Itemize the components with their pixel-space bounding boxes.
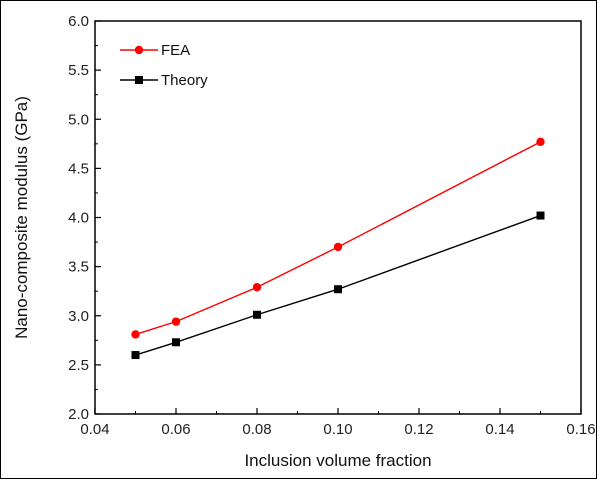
y-tick-label: 5.0	[68, 111, 89, 128]
data-point-fea	[131, 330, 140, 339]
data-point-fea	[252, 283, 262, 292]
y-tick-label: 4.5	[68, 160, 89, 177]
x-axis: 0.04 0.06 0.08 0.10 0.12 0.14 0.16	[80, 408, 596, 438]
x-tick-label: 0.10	[323, 421, 352, 438]
y-tick-label: 2.5	[68, 357, 89, 374]
y-axis: 2.0 2.5 3.0 3.5 4.0 4.5 5.0 5.5 6.0	[68, 13, 101, 423]
x-tick-label: 0.08	[242, 421, 271, 438]
data-point-fea	[536, 137, 545, 147]
x-tick-label: 0.06	[161, 421, 190, 438]
y-tick-label: 3.0	[68, 308, 89, 325]
legend: FEA Theory	[120, 42, 208, 89]
data-point-theory	[334, 285, 342, 294]
data-point-fea	[171, 317, 181, 326]
legend-marker-fea	[134, 45, 144, 55]
y-axis-title: Nano-composite modulus (GPa)	[12, 96, 31, 339]
legend-label-theory: Theory	[161, 72, 208, 89]
legend-marker-theory	[135, 76, 143, 84]
y-tick-label: 4.0	[68, 210, 89, 227]
x-tick-label: 0.16	[566, 421, 595, 438]
x-tick-label: 0.14	[485, 421, 514, 438]
y-tick-label: 3.5	[68, 259, 89, 276]
x-axis-title: Inclusion volume fraction	[244, 451, 431, 470]
data-point-theory	[172, 338, 180, 347]
x-tick-label: 0.04	[80, 421, 109, 438]
legend-label-fea: FEA	[161, 42, 190, 59]
y-tick-label: 2.0	[68, 406, 89, 423]
x-tick-label: 0.12	[404, 421, 433, 438]
y-tick-label: 6.0	[68, 13, 89, 30]
data-point-fea	[333, 242, 343, 252]
series-layer	[131, 137, 545, 360]
data-point-theory	[253, 310, 261, 319]
data-point-theory	[536, 211, 545, 220]
y-tick-label: 5.5	[68, 62, 89, 79]
data-point-theory	[131, 351, 140, 360]
